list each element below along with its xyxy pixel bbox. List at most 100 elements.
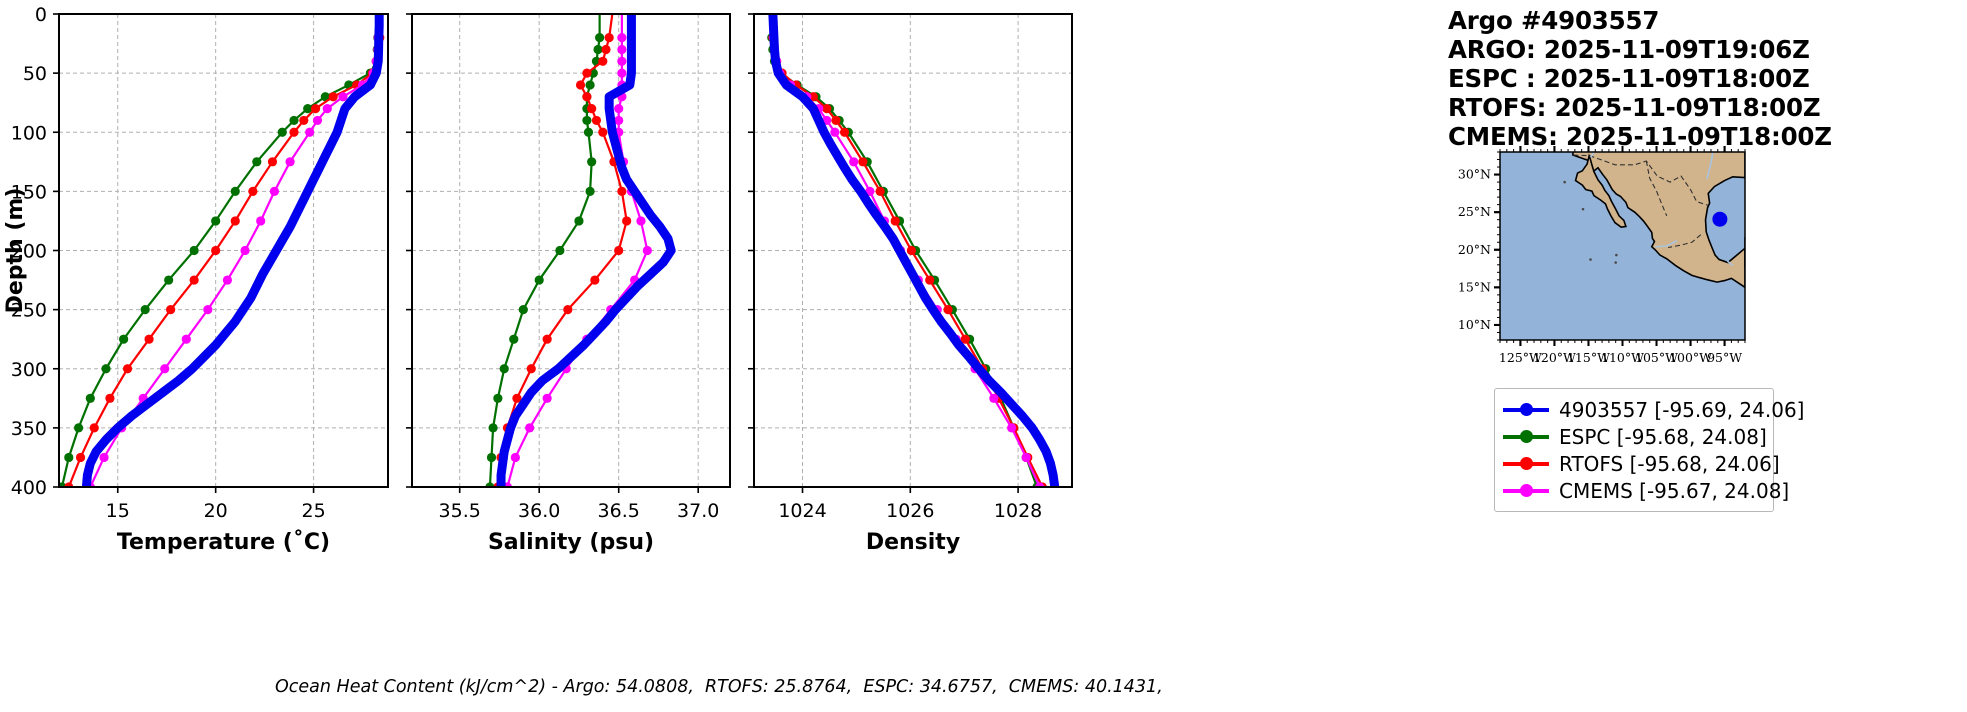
- series-marker-cmems: [1007, 423, 1017, 433]
- series-marker-cmems: [269, 186, 280, 196]
- series-marker-rtofs: [189, 275, 199, 285]
- profile-panels: 15 20 25 0 50 100 150 200 250 300 350 400 Temperatur…: [3, 4, 1073, 555]
- yaxis-title-depth: Depth (m): [3, 188, 28, 314]
- header-line-2: ESPC : 2025-11-09T18:00Z: [1448, 64, 1810, 93]
- ytick-label-depth: 150: [11, 181, 47, 203]
- series-marker-espc: [509, 334, 519, 344]
- series-marker-espc: [488, 423, 498, 433]
- map-lat-tick: 15°N: [1458, 279, 1491, 294]
- xtick-label-temperature: 20: [204, 500, 228, 522]
- series-marker-cmems: [99, 452, 109, 463]
- map-lon-tick: 105°W: [1635, 350, 1678, 365]
- series-marker-cmems: [989, 393, 999, 403]
- series-marker-espc: [277, 127, 287, 137]
- series-marker-cmems: [1035, 482, 1045, 487]
- map-island: [1581, 207, 1585, 211]
- legend-item-argo[interactable]: 4903557 [-95.69, 24.06]: [1503, 396, 1804, 423]
- map-river: [1706, 152, 1714, 180]
- series-marker-rtofs: [590, 275, 600, 285]
- series-marker-cmems: [160, 364, 170, 374]
- series-marker-rtofs: [248, 186, 258, 196]
- legend-label-rtofs: RTOFS [-95.68, 24.06]: [1559, 451, 1780, 476]
- series-marker-espc: [493, 393, 503, 403]
- legend-label-espc: ESPC [-95.68, 24.08]: [1559, 424, 1767, 449]
- series-marker-rtofs: [925, 275, 935, 285]
- series-marker-cmems: [312, 115, 323, 126]
- series-marker-espc: [164, 275, 174, 285]
- legend-item-rtofs[interactable]: RTOFS [-95.68, 24.06]: [1503, 450, 1780, 477]
- map-landmass: [1571, 152, 1745, 289]
- series-marker-espc: [587, 157, 597, 167]
- series-marker-cmems: [525, 423, 535, 433]
- map-border-line: [1573, 154, 1709, 206]
- series-marker-cmems: [849, 157, 859, 167]
- xtick-label-density: 1024: [778, 500, 826, 522]
- map-border-line: [1645, 160, 1668, 217]
- series-marker-rtofs: [943, 305, 953, 315]
- series-marker-cmems: [181, 334, 191, 344]
- series-marker-rtofs: [822, 104, 832, 114]
- series-marker-cmems: [617, 68, 627, 78]
- series-marker-rtofs: [512, 393, 522, 403]
- series-marker-espc: [518, 305, 528, 315]
- series-marker-cmems: [830, 127, 840, 137]
- series-marker-rtofs: [601, 44, 611, 55]
- series-marker-espc: [499, 364, 509, 374]
- map-lon-tick: 125°W: [1499, 350, 1542, 365]
- series-marker-espc: [303, 104, 313, 114]
- series-line-4903557: [768, 14, 1060, 487]
- series-marker-rtofs: [598, 56, 608, 66]
- series-marker-rtofs: [587, 104, 597, 114]
- header-line-3: RTOFS: 2025-11-09T18:00Z: [1448, 93, 1821, 122]
- series-marker-espc: [574, 216, 584, 226]
- series-marker-cmems: [617, 33, 627, 43]
- location-map-panel: 30°N 25°N 20°N 15°N 10°N 125°W 120°W 115°W 110°W…: [1440, 140, 1810, 385]
- xtick-label-temperature: 15: [106, 500, 130, 522]
- map-river: [1589, 152, 1596, 158]
- series-marker-rtofs: [604, 33, 614, 43]
- map-float-marker: [1712, 211, 1728, 227]
- ytick-label-depth: 0: [35, 4, 47, 26]
- series-marker-rtofs: [960, 334, 970, 344]
- series-marker-rtofs: [875, 186, 885, 196]
- map-svg: 30°N 25°N 20°N 15°N 10°N 125°W120°W115°W110°W…: [1458, 146, 1746, 365]
- xaxis-title-salinity: Salinity (psu): [488, 530, 654, 555]
- series-marker-rtofs: [89, 423, 99, 433]
- xtick-label-salinity: 35.5: [439, 500, 481, 522]
- series-marker-cmems: [614, 104, 624, 114]
- series-marker-rtofs: [622, 216, 632, 226]
- series-marker-cmems: [203, 305, 213, 315]
- series-marker-espc: [595, 33, 605, 43]
- series-marker-rtofs: [105, 393, 115, 403]
- series-marker-rtofs: [526, 364, 536, 374]
- series-marker-rtofs: [575, 80, 586, 90]
- profiles-svg: 15 20 25050100150200250300350400Temperatur…: [3, 4, 1073, 555]
- map-border-line: [1668, 234, 1702, 249]
- series-marker-rtofs: [614, 245, 624, 256]
- legend-item-espc[interactable]: ESPC [-95.68, 24.08]: [1503, 423, 1767, 450]
- series-marker-espc: [593, 44, 603, 55]
- series-marker-cmems: [305, 127, 315, 137]
- series-marker-cmems: [617, 56, 627, 66]
- xtick-label-salinity: 37.0: [677, 500, 719, 522]
- legend-marker-espc: [1503, 427, 1549, 447]
- series-marker-rtofs: [808, 92, 818, 102]
- series-marker-rtofs: [299, 115, 309, 126]
- series-marker-cmems: [240, 245, 250, 256]
- series-marker-cmems: [338, 92, 348, 102]
- legend-label-argo: 4903557 [-95.69, 24.06]: [1559, 397, 1805, 422]
- series-marker-espc: [140, 305, 150, 315]
- map-island: [1614, 261, 1617, 264]
- series-marker-cmems: [865, 186, 875, 196]
- series-marker-espc: [534, 275, 544, 285]
- series-marker-espc: [582, 115, 592, 126]
- series-marker-espc: [73, 423, 84, 433]
- series-marker-rtofs: [64, 482, 74, 487]
- xtick-label-temperature: 25: [301, 500, 325, 522]
- series-marker-cmems: [510, 452, 520, 463]
- series-marker-rtofs: [267, 157, 278, 167]
- legend-marker-argo: [1503, 400, 1549, 420]
- legend-marker-cmems: [1503, 481, 1549, 501]
- series-marker-rtofs: [328, 92, 338, 102]
- legend-item-cmems[interactable]: CMEMS [-95.67, 24.08]: [1503, 477, 1789, 504]
